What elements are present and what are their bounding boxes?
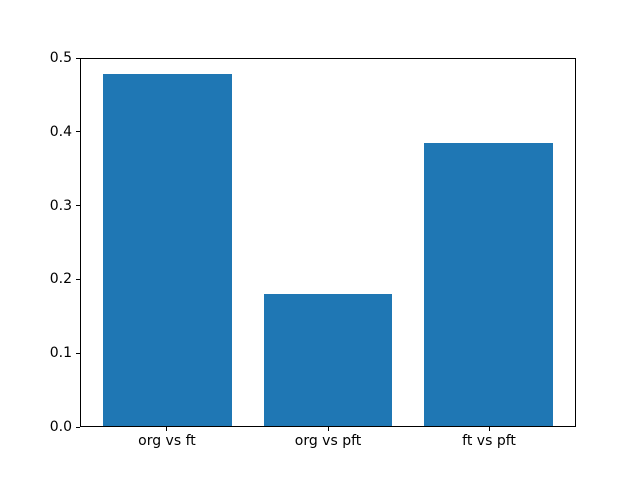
y-tick-mark bbox=[76, 205, 80, 207]
x-tick-mark bbox=[327, 427, 329, 431]
y-tick-label: 0.3 bbox=[49, 197, 72, 214]
x-tick-label-org-vs-ft: org vs ft bbox=[138, 433, 196, 449]
y-tick-mark bbox=[76, 426, 80, 428]
y-tick-mark bbox=[76, 57, 80, 59]
bar-org-vs-pft bbox=[263, 293, 393, 426]
y-tick-mark bbox=[76, 131, 80, 133]
plot-area bbox=[80, 58, 576, 427]
y-tick-label: 0.2 bbox=[49, 271, 72, 288]
bar-org-vs-ft bbox=[103, 74, 232, 426]
y-tick-mark bbox=[76, 352, 80, 354]
y-tick-label: 0.0 bbox=[49, 419, 72, 435]
y-tick-mark bbox=[76, 278, 80, 280]
y-tick-label: 0.1 bbox=[49, 345, 72, 362]
x-tick-label-org-vs-pft: org vs pft bbox=[294, 433, 362, 449]
x-tick-mark bbox=[488, 427, 490, 431]
y-tick-label: 0.5 bbox=[49, 50, 72, 66]
y-tick-label: 0.4 bbox=[49, 123, 72, 140]
bar-ft-vs-pft bbox=[424, 142, 553, 426]
x-tick-mark bbox=[166, 427, 168, 431]
x-tick-label-ft-vs-pft: ft vs pft bbox=[462, 433, 516, 449]
